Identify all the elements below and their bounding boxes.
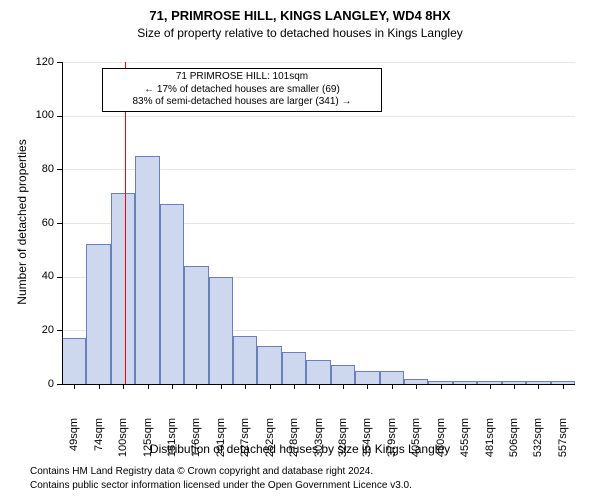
histogram-bar [257,346,281,384]
x-tick-label: 100sqm [117,418,129,468]
histogram-bar [355,371,379,384]
x-tick-label: 455sqm [459,418,471,468]
histogram-bar [306,360,330,384]
histogram-bar [62,338,86,384]
x-axis-line [62,384,575,385]
y-gridline [62,62,575,63]
x-tick-label: 430sqm [435,418,447,468]
annotation-line-2: ← 17% of detached houses are smaller (69… [107,84,377,97]
chart-subtitle: Size of property relative to detached ho… [0,26,600,40]
chart-title: 71, PRIMROSE HILL, KINGS LANGLEY, WD4 8H… [0,8,600,23]
annotation-line-3: 83% of semi-detached houses are larger (… [107,96,377,109]
annotation-box: 71 PRIMROSE HILL: 101sqm← 17% of detache… [102,68,382,112]
y-tick-label: 20 [24,324,54,336]
histogram-bar [331,365,355,384]
annotation-line-1: 71 PRIMROSE HILL: 101sqm [107,71,377,84]
x-tick-label: 49sqm [68,418,80,468]
y-axis-line [62,62,63,384]
x-tick-label: 328sqm [337,418,349,468]
y-tick-label: 0 [24,378,54,390]
x-tick-label: 278sqm [288,418,300,468]
x-tick-label: 201sqm [215,418,227,468]
histogram-bar [135,156,159,384]
x-tick-label: 379sqm [386,418,398,468]
histogram-bar [111,193,135,384]
histogram-bar [282,352,306,384]
x-tick-label: 252sqm [264,418,276,468]
histogram-bar [184,266,208,384]
x-tick-label: 354sqm [361,418,373,468]
x-tick-label: 151sqm [166,418,178,468]
histogram-bar [160,204,184,384]
x-tick-label: 74sqm [93,418,105,468]
chart-container: { "chart": { "type": "histogram", "title… [0,0,600,500]
histogram-bar [86,244,110,384]
histogram-bar [233,336,257,384]
y-tick-label: 40 [24,270,54,282]
x-tick-label: 557sqm [557,418,569,468]
y-tick-label: 120 [24,56,54,68]
x-tick-label: 303sqm [313,418,325,468]
x-tick-label: 227sqm [239,418,251,468]
y-gridline [62,116,575,117]
x-tick-label: 125sqm [142,418,154,468]
y-tick-label: 60 [24,217,54,229]
footnote-line-2: Contains public sector information licen… [30,480,412,491]
x-tick-label: 176sqm [190,418,202,468]
x-tick-label: 506sqm [508,418,520,468]
y-tick-label: 80 [24,163,54,175]
x-tick-label: 405sqm [410,418,422,468]
y-tick-label: 100 [24,109,54,121]
histogram-bar [209,277,233,384]
x-tick-label: 532sqm [532,418,544,468]
histogram-bar [380,371,404,384]
x-tick-label: 481sqm [484,418,496,468]
